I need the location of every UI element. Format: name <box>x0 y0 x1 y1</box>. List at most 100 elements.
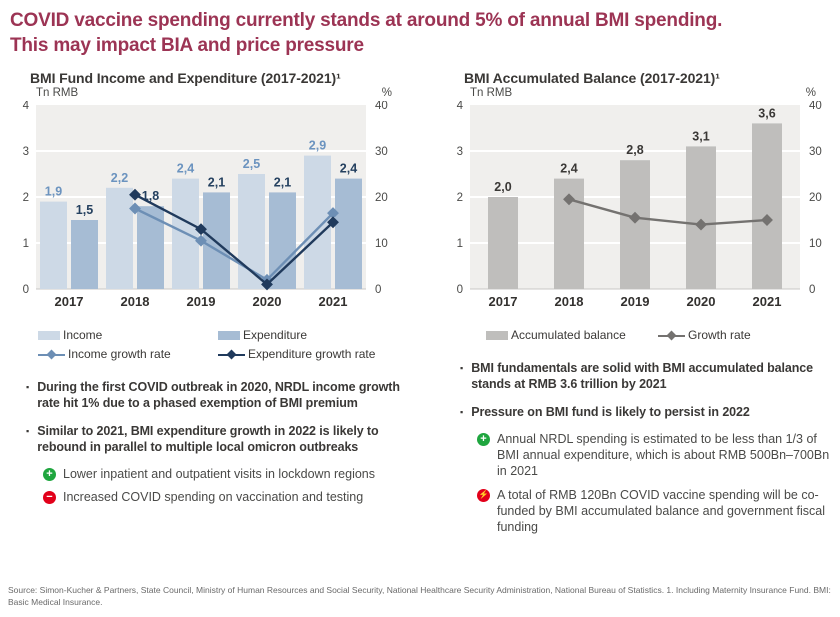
minus-circle-icon: − <box>43 491 56 505</box>
source-footnote: Source: Simon-Kucher & Partners, State C… <box>8 584 831 608</box>
bar <box>40 201 67 290</box>
legend-label: Income <box>63 328 103 343</box>
legend-column: Income Income growth rate <box>38 328 218 361</box>
bar-value-label: 2,4 <box>177 162 194 176</box>
bullet-marker: ▪ <box>26 382 30 393</box>
bar <box>752 123 782 290</box>
x-axis-label: 2020 <box>687 294 716 309</box>
content-columns: BMI Fund Income and Expenditure (2017-20… <box>0 70 840 542</box>
axis-units-left: Tn RMB % <box>10 87 406 101</box>
chart-title-left: BMI Fund Income and Expenditure (2017-20… <box>30 70 341 87</box>
plus-circle-icon: + <box>477 432 490 446</box>
bullet-item: ▪ During the first COVID outbreak in 2020… <box>26 379 406 412</box>
left-axis-unit: Tn RMB <box>470 87 513 100</box>
bar <box>304 155 331 290</box>
legend-accumulated-balance: Accumulated balance Growth rate <box>486 328 830 342</box>
left-axis-tick: 2 <box>457 192 463 204</box>
legend-bar-swatch <box>486 330 508 340</box>
x-axis-label: 2020 <box>253 294 282 309</box>
legend-item: Expenditure <box>218 328 398 342</box>
line-marker <box>695 218 707 231</box>
bar <box>620 160 650 290</box>
bar-value-label: 2,4 <box>560 162 577 176</box>
legend-item: Expenditure growth rate <box>218 347 398 361</box>
right-axis-tick: 40 <box>809 101 822 112</box>
legend-item: Income <box>38 328 218 342</box>
left-axis-tick: 4 <box>23 101 30 112</box>
bar <box>686 146 716 290</box>
legend-label: Expenditure growth rate <box>248 347 376 362</box>
legend-item: Income growth rate <box>38 347 218 361</box>
legend-income-expenditure: Income Income growth rate Expenditure Expen… <box>38 328 406 361</box>
x-axis-label: 2019 <box>621 294 650 309</box>
legend-label: Expenditure <box>243 328 308 343</box>
x-axis-label: 2021 <box>319 294 348 309</box>
bullet-text: BMI fundamentals are solid with BMI accu… <box>471 361 813 392</box>
right-axis-tick: 10 <box>809 238 822 250</box>
bar-value-label: 3,6 <box>758 107 775 121</box>
legend-column: Expenditure Expenditure growth rate <box>218 328 398 361</box>
legend-label: Accumulated balance <box>511 328 626 343</box>
chart-accumulated-balance: 0 1 2 3 4 0 10 20 30 40 2017 2018 2019 2020 2021 2,0 2,4… <box>444 100 830 320</box>
line-marker <box>327 207 339 220</box>
right-axis-tick: 40 <box>375 101 388 112</box>
legend-column: Accumulated balance <box>486 328 658 342</box>
bar-value-label: 3,1 <box>692 130 709 144</box>
right-bullet-list: ▪ BMI fundamentals are solid with BMI acc… <box>444 360 830 535</box>
bullet-item: ▪ Pressure on BMI fund is likely to persi… <box>460 404 830 420</box>
left-axis-tick: 3 <box>457 146 463 158</box>
bar-value-label: 2,0 <box>494 180 511 194</box>
bar-value-label: 2,5 <box>243 157 260 171</box>
bar <box>71 220 98 290</box>
left-axis-tick: 4 <box>457 101 464 112</box>
axis-units-right: Tn RMB % <box>444 87 830 101</box>
sub-bullet-text: Increased COVID spending on vaccination … <box>63 490 364 505</box>
chart-title-right: BMI Accumulated Balance (2017-2021)¹ <box>464 70 720 87</box>
right-chart-section: BMI Accumulated Balance (2017-2021)¹ Tn … <box>444 70 830 542</box>
sub-bullet-item: − Increased COVID spending on vaccination… <box>43 489 406 505</box>
bar-value-label: 1,8 <box>142 189 159 203</box>
left-axis-tick: 0 <box>23 284 29 296</box>
x-axis-label: 2019 <box>187 294 216 309</box>
bar-value-label: 2,1 <box>274 176 291 190</box>
bullet-text: During the first COVID outbreak in 2020,… <box>37 380 400 411</box>
legend-item: Growth rate <box>658 328 830 342</box>
left-axis-tick: 1 <box>457 238 463 250</box>
bullet-marker: ▪ <box>460 363 464 374</box>
bar-value-label: 2,8 <box>626 143 643 157</box>
bullet-item: ▪ BMI fundamentals are solid with BMI acc… <box>460 360 830 393</box>
growth-line <box>134 207 334 282</box>
x-axis-label: 2021 <box>753 294 782 309</box>
legend-bar-swatch <box>38 330 60 340</box>
right-axis-unit: % <box>381 87 392 100</box>
x-axis-label: 2018 <box>121 294 150 309</box>
bullet-marker: ▪ <box>26 425 30 436</box>
sub-bullet-text: Annual NRDL spending is estimated to be … <box>497 431 830 479</box>
sub-bullet-item: + Lower inpatient and outpatient visits i… <box>43 466 406 482</box>
sub-bullet-item: + Annual NRDL spending is estimated to be… <box>477 431 830 480</box>
right-axis-tick: 30 <box>809 146 822 158</box>
left-bullet-list: ▪ During the first COVID outbreak in 2020… <box>10 379 406 506</box>
bullet-text: Similar to 2021, BMI expenditure growth … <box>37 423 379 454</box>
left-axis-unit: Tn RMB <box>36 87 79 100</box>
bar <box>488 197 518 290</box>
sub-bullet-text: A total of RMB 120Bn COVID vaccine spend… <box>497 487 825 535</box>
bolt-circle-icon: ⚡ <box>477 488 490 502</box>
bar <box>106 187 133 290</box>
legend-label: Growth rate <box>688 328 751 343</box>
legend-line-swatch <box>658 330 685 341</box>
left-axis-tick: 1 <box>23 238 29 250</box>
left-axis-tick: 0 <box>457 284 463 296</box>
right-axis-tick: 10 <box>375 238 388 250</box>
bar <box>137 206 164 290</box>
right-axis-tick: 0 <box>809 284 815 296</box>
sub-bullet-item: ⚡ A total of RMB 120Bn COVID vaccine spen… <box>477 487 830 536</box>
right-axis-tick: 0 <box>375 284 381 296</box>
legend-label: Income growth rate <box>68 347 171 362</box>
right-axis-tick: 30 <box>375 146 388 158</box>
bullet-marker: ▪ <box>460 406 464 417</box>
left-axis-tick: 3 <box>23 146 29 158</box>
legend-item: Accumulated balance <box>486 328 658 342</box>
